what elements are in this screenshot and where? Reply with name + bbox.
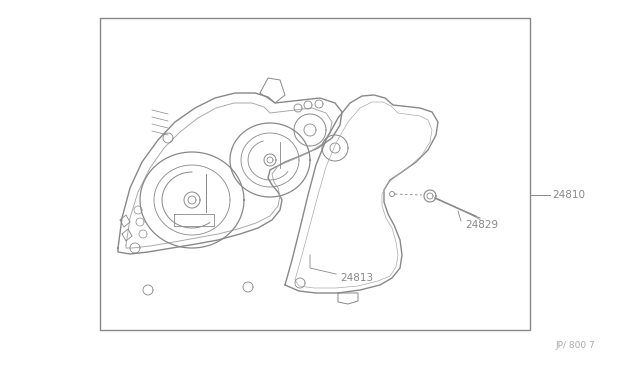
Text: 24829: 24829 <box>465 220 498 230</box>
Text: 24813: 24813 <box>340 273 373 283</box>
Text: 24810: 24810 <box>552 190 585 200</box>
Text: JP/ 800 7: JP/ 800 7 <box>555 341 595 350</box>
